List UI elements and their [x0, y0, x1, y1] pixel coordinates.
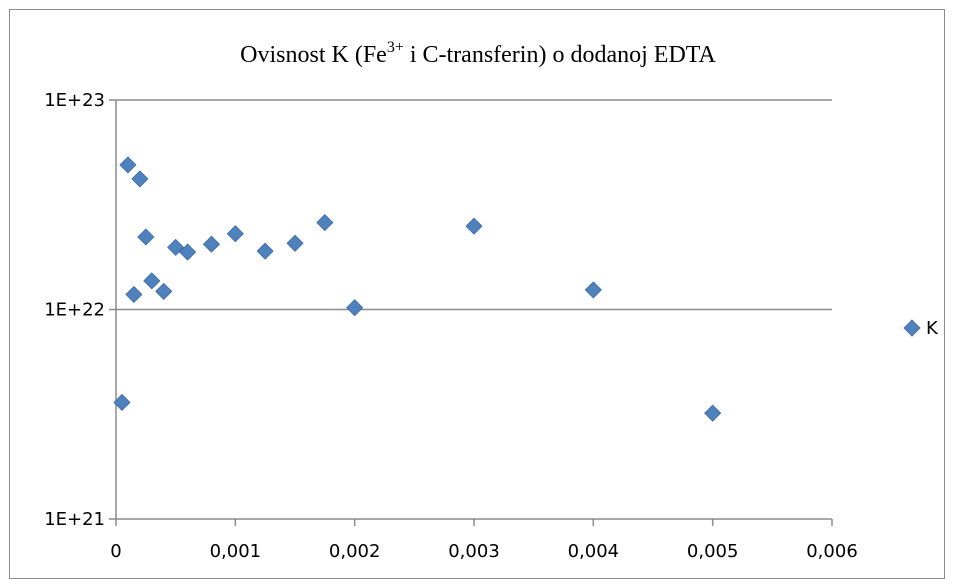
x-axis-tick-labels: 0 0,001 0,002 0,003 0,004 0,005 0,006 — [110, 541, 857, 562]
axes — [109, 99, 833, 526]
chart-title-superscript: 3+ — [387, 39, 404, 56]
data-point — [155, 282, 173, 300]
legend-label: K — [926, 318, 939, 339]
x-tick-label: 0 — [110, 541, 121, 562]
data-point — [704, 404, 722, 422]
data-point — [143, 272, 161, 290]
data-point — [584, 281, 602, 299]
legend-marker — [903, 319, 921, 337]
x-tick-label: 0,005 — [687, 541, 739, 562]
data-point — [167, 238, 185, 256]
chart-title-part-after: i C-transferin) o dodanoj EDTA — [404, 42, 717, 68]
data-point — [202, 235, 221, 253]
x-tick-label: 0,003 — [448, 541, 500, 562]
data-point — [137, 228, 155, 246]
y-tick-label: 1E+23 — [44, 90, 105, 111]
y-tick-label: 1E+21 — [44, 509, 105, 530]
chart-title-part-before: Ovisnost K (Fe — [240, 42, 387, 68]
data-points — [113, 156, 722, 422]
x-tick-label: 0,004 — [568, 541, 620, 562]
legend: K — [903, 318, 939, 339]
x-tick-label: 0,002 — [329, 541, 381, 562]
data-point — [316, 213, 334, 232]
data-point — [125, 285, 143, 304]
x-tick-label: 0,006 — [806, 541, 858, 562]
y-tick-label: 1E+22 — [44, 300, 105, 321]
gridlines — [116, 99, 832, 311]
data-point — [179, 243, 197, 261]
y-axis-tick-labels: 1E+21 1E+22 1E+23 — [44, 90, 105, 530]
data-point — [346, 299, 364, 317]
data-point — [465, 217, 483, 235]
data-point — [113, 393, 131, 412]
data-point — [256, 242, 274, 260]
x-tick-label: 0,001 — [210, 541, 262, 562]
data-point — [131, 170, 149, 188]
chart-title: Ovisnost K (Fe3+ i C-transferin) o dodan… — [240, 39, 716, 68]
data-point — [119, 156, 137, 174]
data-point — [286, 234, 304, 252]
data-point — [226, 225, 244, 243]
